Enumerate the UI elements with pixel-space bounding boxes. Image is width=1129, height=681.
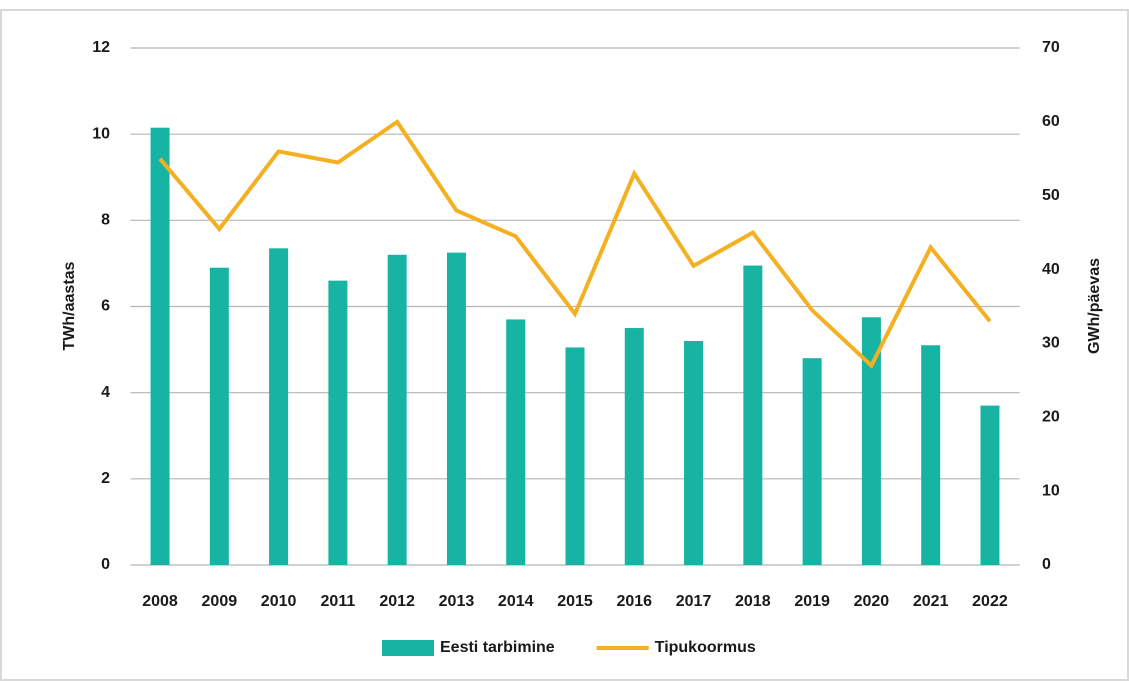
y-tick-label: 8 (101, 212, 110, 229)
y2-tick-label: 10 (1042, 482, 1060, 499)
x-tick-label: 2014 (498, 593, 534, 610)
bar (565, 347, 585, 565)
x-tick-label: 2019 (794, 593, 830, 610)
bar (980, 405, 1000, 565)
x-tick-label: 2010 (261, 593, 297, 610)
y-axis-title: TWh/aastas (61, 261, 78, 350)
y2-tick-label: 50 (1042, 187, 1060, 204)
y2-tick-label: 60 (1042, 113, 1060, 130)
x-tick-label: 2011 (321, 593, 356, 610)
y-tick-label: 4 (101, 384, 110, 401)
y2-tick-label: 20 (1042, 409, 1060, 426)
y2-axis-title: GWh/päevas (1086, 258, 1103, 354)
x-tick-label: 2008 (142, 593, 178, 610)
bar (684, 340, 704, 565)
x-tick-label: 2021 (913, 593, 949, 610)
y-tick-label: 2 (101, 470, 110, 487)
bar (269, 248, 289, 565)
frame (0, 9, 1129, 681)
bar (802, 358, 822, 565)
legend-swatch (382, 640, 434, 656)
y-tick-label: 10 (92, 125, 110, 142)
legend-label: Tipukoormus (655, 639, 756, 656)
x-tick-label: 2018 (735, 593, 771, 610)
x-tick-label: 2009 (202, 593, 238, 610)
y2-tick-label: 70 (1042, 39, 1060, 56)
y-tick-label: 0 (101, 556, 110, 573)
x-tick-label: 2020 (854, 593, 890, 610)
line (158, 119, 992, 369)
x-tick-label: 2012 (379, 593, 415, 610)
bar (209, 267, 229, 565)
x-tick-label: 2015 (557, 593, 593, 610)
y2-tick-label: 30 (1042, 335, 1060, 352)
x-tick-label: 2016 (616, 593, 652, 610)
bar (861, 317, 881, 565)
bar (624, 328, 644, 565)
y-tick-label: 6 (101, 298, 110, 315)
bar (446, 252, 466, 566)
bar (387, 254, 407, 566)
x-tick-label: 2017 (676, 593, 712, 610)
bar (328, 280, 348, 565)
y2-tick-label: 0 (1042, 556, 1051, 573)
x-tick-label: 2013 (439, 593, 475, 610)
legend-label: Eesti tarbimine (440, 639, 555, 656)
bar (921, 345, 941, 565)
bar (506, 319, 526, 565)
bar (743, 265, 763, 565)
y2-tick-label: 40 (1042, 261, 1060, 278)
y-tick-label: 12 (92, 39, 110, 56)
x-tick-label: 2022 (972, 593, 1008, 610)
bar (150, 127, 170, 566)
